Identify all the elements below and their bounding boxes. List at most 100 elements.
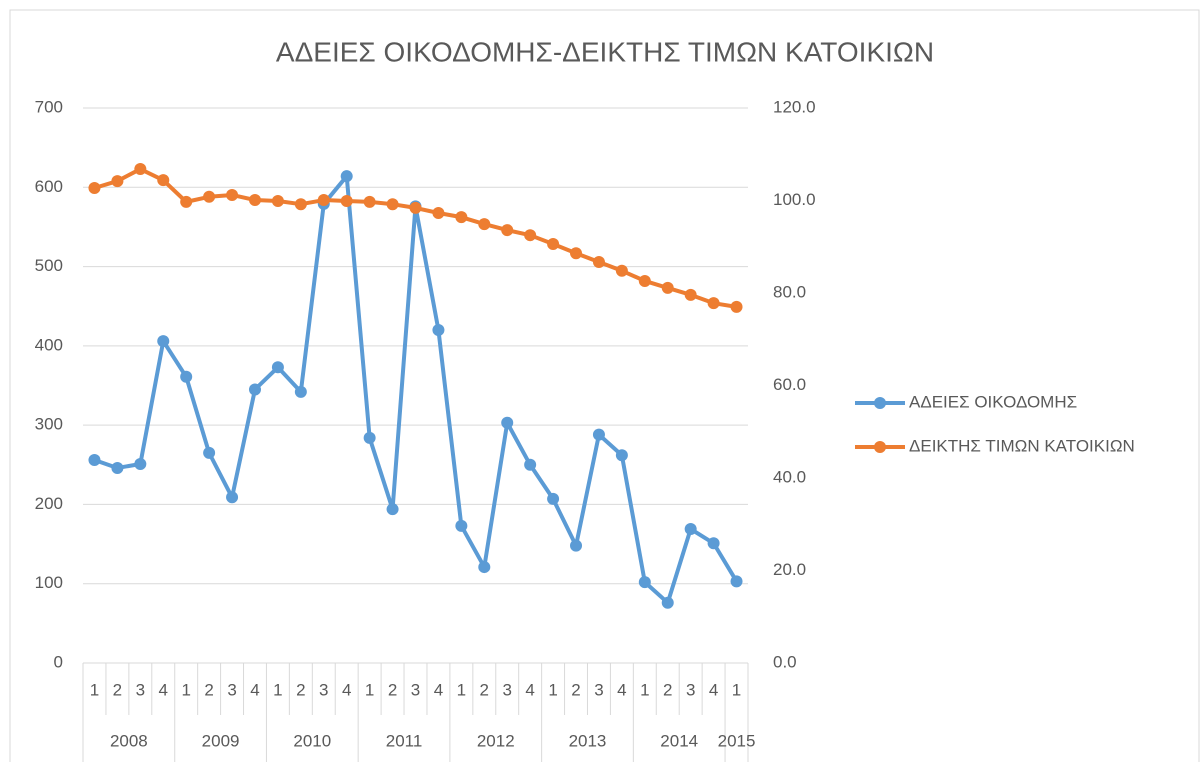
y-tick-label: 100	[35, 573, 63, 592]
point	[203, 190, 216, 203]
x-tick-label: 2	[571, 680, 580, 699]
point	[386, 503, 399, 516]
y-tick-label: 0	[54, 652, 63, 671]
point	[363, 195, 376, 208]
x-tick-label: 4	[617, 680, 626, 699]
x-group-label: 2014	[660, 731, 698, 750]
x-tick-label: 2	[296, 680, 305, 699]
legend-marker	[874, 397, 886, 409]
point	[157, 335, 170, 348]
x-tick-label: 3	[319, 680, 328, 699]
y2-tick-label: 0.0	[773, 652, 797, 671]
x-tick-label: 1	[732, 680, 741, 699]
point	[180, 195, 193, 208]
x-tick-label: 3	[136, 680, 145, 699]
point	[340, 194, 353, 207]
x-tick-label: 2	[388, 680, 397, 699]
point	[248, 194, 261, 207]
x-tick-label: 1	[273, 680, 282, 699]
point	[501, 416, 514, 429]
y-tick-label: 500	[35, 256, 63, 275]
point	[455, 211, 468, 224]
point	[340, 170, 353, 183]
point	[271, 194, 284, 207]
point	[248, 383, 261, 396]
point	[547, 237, 560, 250]
x-tick-label: 4	[434, 680, 443, 699]
x-group-label: 2009	[202, 731, 240, 750]
point	[638, 576, 651, 589]
point	[661, 596, 674, 609]
point	[615, 264, 628, 277]
point	[386, 198, 399, 211]
point	[730, 575, 743, 588]
y-tick-label: 700	[35, 97, 63, 116]
y-tick-label: 200	[35, 494, 63, 513]
point	[294, 385, 307, 398]
y-tick-label: 600	[35, 177, 63, 196]
point	[524, 458, 537, 471]
x-tick-label: 1	[365, 680, 374, 699]
x-tick-label: 3	[686, 680, 695, 699]
x-group-label: 2008	[110, 731, 148, 750]
point	[111, 461, 124, 474]
point	[570, 539, 583, 552]
point	[524, 229, 537, 242]
point	[684, 288, 697, 301]
x-tick-label: 4	[342, 680, 351, 699]
x-tick-label: 4	[709, 680, 718, 699]
x-tick-label: 1	[548, 680, 557, 699]
point	[88, 182, 101, 195]
point	[478, 561, 491, 574]
point	[157, 174, 170, 187]
y2-tick-label: 100.0	[773, 190, 816, 209]
point	[111, 175, 124, 188]
point	[203, 446, 216, 459]
point	[317, 194, 330, 207]
x-tick-label: 2	[113, 680, 122, 699]
point	[547, 492, 560, 505]
point	[638, 274, 651, 287]
x-tick-label: 3	[502, 680, 511, 699]
point	[501, 224, 514, 237]
x-group-label: 2013	[569, 731, 607, 750]
point	[226, 491, 239, 504]
point	[707, 297, 720, 310]
y2-tick-label: 40.0	[773, 467, 806, 486]
point	[478, 218, 491, 231]
point	[271, 361, 284, 374]
point	[180, 370, 193, 383]
x-group-label: 2012	[477, 731, 515, 750]
x-group-label: 2010	[293, 731, 331, 750]
y2-tick-label: 80.0	[773, 282, 806, 301]
x-group-label: 2015	[718, 731, 756, 750]
chart-title: ΑΔΕΙΕΣ ΟΙΚΟΔΟΜΗΣ-ΔΕΙΚΤΗΣ ΤΙΜΩΝ ΚΑΤΟΙΚΙΩΝ	[276, 36, 934, 67]
y2-tick-label: 60.0	[773, 375, 806, 394]
x-tick-label: 4	[159, 680, 168, 699]
point	[707, 537, 720, 550]
x-group-label: 2011	[386, 731, 423, 750]
point	[592, 428, 605, 441]
point	[432, 324, 445, 336]
chart-frame	[9, 9, 1200, 762]
point	[134, 163, 147, 176]
x-tick-label: 4	[525, 680, 534, 699]
x-tick-label: 3	[594, 680, 603, 699]
x-tick-label: 1	[181, 680, 190, 699]
point	[570, 247, 583, 260]
point	[134, 457, 147, 470]
x-tick-label: 4	[250, 680, 259, 699]
x-tick-label: 1	[90, 680, 99, 699]
point	[592, 256, 605, 269]
point	[226, 188, 239, 201]
point	[730, 300, 743, 313]
y-tick-label: 300	[35, 415, 63, 434]
x-tick-label: 2	[663, 680, 672, 699]
y2-tick-label: 120.0	[773, 97, 816, 116]
point	[409, 201, 422, 214]
point	[294, 198, 307, 211]
point	[615, 449, 628, 462]
x-tick-label: 3	[411, 680, 420, 699]
point	[88, 454, 101, 467]
